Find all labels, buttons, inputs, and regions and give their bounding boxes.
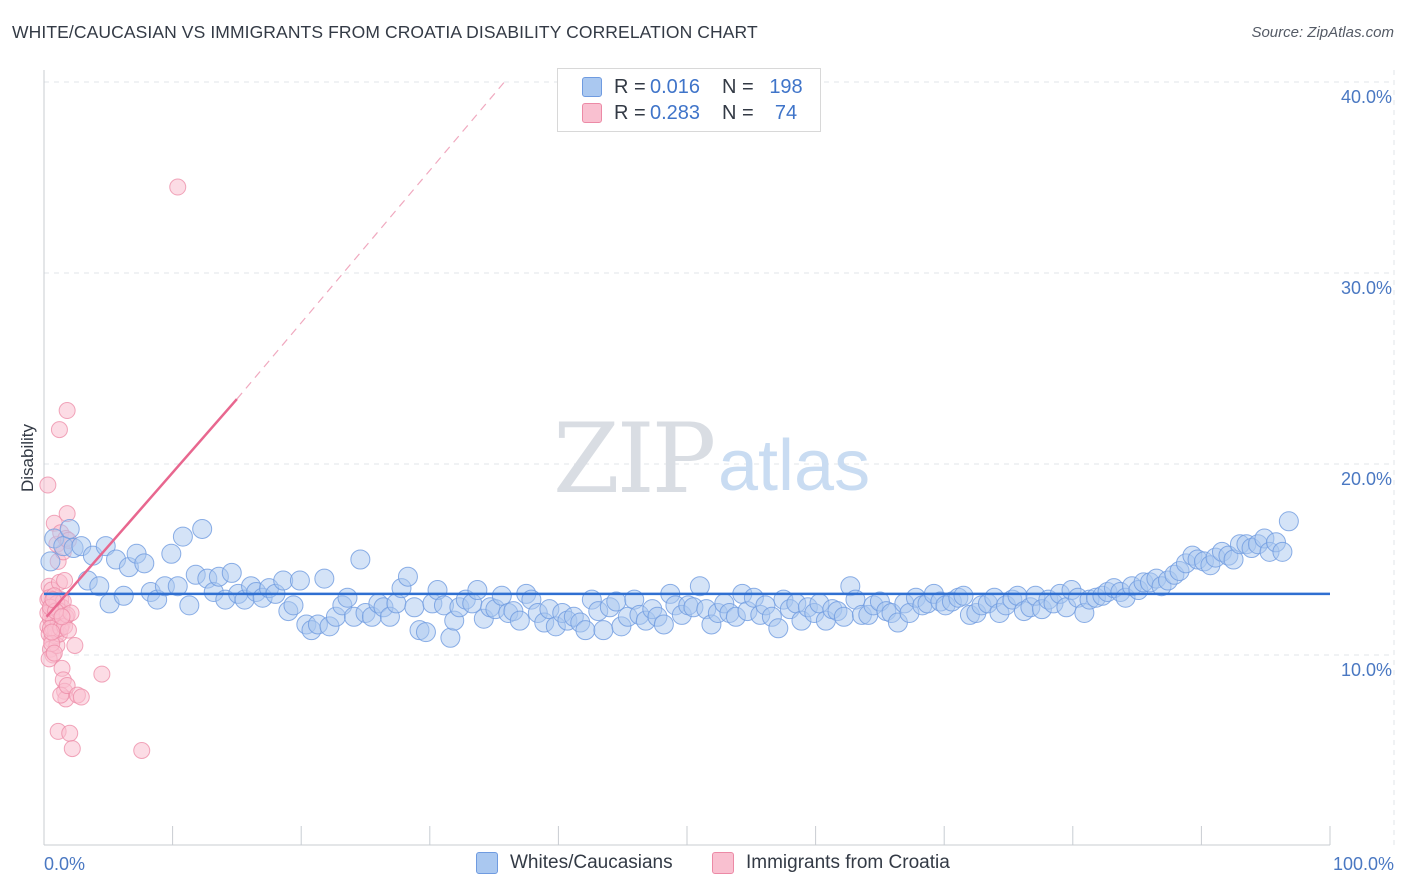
n-label: N = bbox=[722, 75, 754, 98]
data-point-whites bbox=[40, 551, 61, 572]
data-point-whites bbox=[397, 566, 418, 587]
data-point-whites bbox=[337, 587, 358, 608]
data-point-whites bbox=[350, 549, 371, 570]
series-whites-caucasians bbox=[40, 511, 1299, 648]
data-point-croatia bbox=[72, 688, 90, 706]
n-label: N = bbox=[722, 101, 754, 124]
n-value: 198 bbox=[769, 75, 803, 98]
data-point-whites bbox=[509, 610, 530, 631]
legend-swatch-pink bbox=[582, 103, 602, 123]
r-value: 0.283 bbox=[650, 101, 701, 124]
r-label: R = bbox=[614, 101, 646, 124]
data-point-whites bbox=[289, 570, 310, 591]
data-point-croatia bbox=[61, 724, 79, 742]
data-point-whites bbox=[172, 526, 193, 547]
n-value: 74 bbox=[774, 101, 798, 124]
x-tick-label: 100.0% bbox=[1333, 854, 1394, 874]
trendline-croatia bbox=[45, 398, 238, 618]
bottom-legend-whites: Whites/Caucasians bbox=[476, 852, 673, 874]
y-tick-label: 20.0% bbox=[1341, 469, 1392, 489]
data-point-whites bbox=[491, 585, 512, 606]
data-point-whites bbox=[283, 595, 304, 616]
data-point-croatia bbox=[63, 740, 81, 758]
data-point-whites bbox=[593, 620, 614, 641]
data-point-whites bbox=[95, 536, 116, 557]
data-point-croatia bbox=[39, 476, 57, 494]
bottom-legend-swatch-pink bbox=[712, 852, 734, 874]
data-point-croatia bbox=[133, 742, 151, 759]
bottom-legend-croatia: Immigrants from Croatia bbox=[712, 852, 950, 874]
data-point-whites bbox=[167, 576, 188, 597]
data-point-whites bbox=[314, 568, 335, 589]
data-point-whites bbox=[273, 570, 294, 591]
data-point-whites bbox=[161, 543, 182, 564]
data-point-croatia bbox=[66, 636, 84, 654]
data-point-croatia bbox=[58, 402, 76, 420]
data-point-whites bbox=[689, 576, 710, 597]
trendline-croatia-extension bbox=[236, 81, 505, 400]
data-point-croatia bbox=[50, 421, 68, 439]
data-point-whites bbox=[89, 576, 110, 597]
data-point-whites bbox=[1272, 541, 1293, 562]
data-point-whites bbox=[134, 553, 155, 574]
legend-swatch-blue bbox=[582, 77, 602, 97]
data-point-whites bbox=[467, 580, 488, 601]
data-point-whites bbox=[59, 518, 80, 539]
data-point-whites bbox=[415, 622, 436, 643]
data-point-croatia bbox=[45, 644, 63, 662]
trendlines bbox=[44, 81, 1330, 618]
data-point-croatia bbox=[58, 505, 76, 523]
data-point-croatia bbox=[56, 572, 74, 590]
data-point-croatia bbox=[43, 623, 61, 641]
source-credit: Source: ZipAtlas.com bbox=[1251, 24, 1394, 41]
data-point-whites bbox=[653, 614, 674, 635]
gridlines bbox=[44, 70, 1395, 845]
y-tick-label: 10.0% bbox=[1341, 660, 1392, 680]
data-point-whites bbox=[221, 562, 242, 583]
data-point-whites bbox=[953, 585, 974, 606]
bottom-legend-label: Whites/Caucasians bbox=[510, 852, 673, 873]
x-tick-labels: 0.0% 100.0% bbox=[44, 854, 1394, 874]
data-point-whites bbox=[768, 618, 789, 639]
series-immigrants-from-croatia bbox=[39, 178, 187, 759]
data-point-whites bbox=[440, 627, 461, 648]
y-axis-title: Disability bbox=[18, 423, 37, 492]
data-point-whites bbox=[1278, 511, 1299, 532]
data-point-whites bbox=[179, 595, 200, 616]
chart-title: WHITE/CAUCASIAN VS IMMIGRANTS FROM CROAT… bbox=[12, 22, 758, 42]
r-label: R = bbox=[614, 75, 646, 98]
data-point-whites bbox=[192, 518, 213, 539]
watermark-atlas: atlas bbox=[718, 426, 870, 506]
bottom-legend-label: Immigrants from Croatia bbox=[746, 852, 950, 873]
bottom-legend-swatch-blue bbox=[476, 852, 498, 874]
data-point-croatia bbox=[93, 665, 111, 683]
r-value: 0.016 bbox=[650, 75, 701, 98]
legend-row-croatia: R = 0.283 N = 74 bbox=[582, 100, 810, 126]
watermark: ZIP atlas bbox=[553, 403, 870, 515]
data-point-whites bbox=[575, 620, 596, 641]
data-point-croatia bbox=[169, 178, 187, 196]
correlation-legend: R = 0.016 N = 198 R = 0.283 N = 74 bbox=[557, 68, 821, 132]
y-tick-label: 30.0% bbox=[1341, 278, 1392, 298]
data-point-whites bbox=[833, 606, 854, 627]
y-tick-labels: 10.0% 20.0% 30.0% 40.0% bbox=[1341, 87, 1392, 680]
data-point-croatia bbox=[53, 608, 71, 626]
data-point-whites bbox=[113, 585, 134, 606]
data-point-whites bbox=[404, 597, 425, 618]
axes bbox=[43, 70, 1331, 846]
legend-row-whites: R = 0.016 N = 198 bbox=[582, 74, 810, 100]
x-tick-label: 0.0% bbox=[44, 854, 85, 874]
y-tick-label: 40.0% bbox=[1341, 87, 1392, 107]
watermark-zip: ZIP bbox=[553, 403, 714, 515]
